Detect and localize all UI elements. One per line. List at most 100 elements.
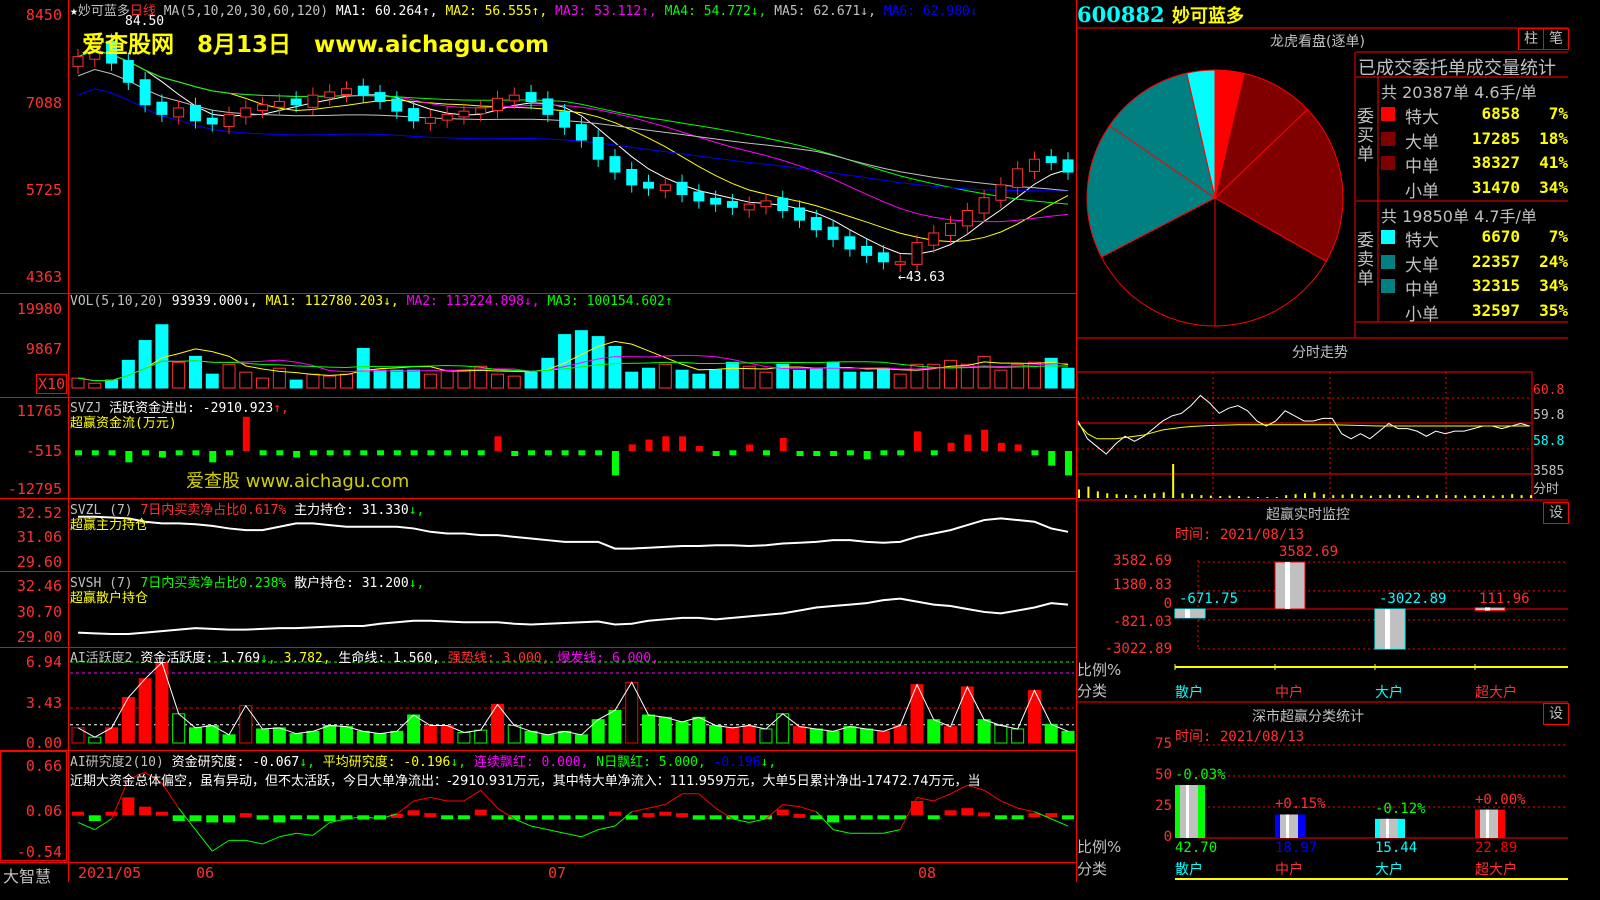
ma4-value: MA4: 54.772↓, [664,4,767,19]
ai-research-bar [390,813,403,818]
ai-research-bar [575,815,588,820]
ai-research-line-seg [463,789,481,802]
intraday-volume-bar [1369,495,1372,498]
row-value: 6858 [1481,104,1520,123]
down-arrow-icon: ↓, [450,755,467,770]
sz-stats-settings-button[interactable]: 设 [1543,703,1569,725]
svzj-bar [343,450,351,456]
svzj-bar [611,451,619,476]
row-pct: 7% [1548,227,1568,246]
row-value: 22357 [1471,251,1520,271]
volume-bar [1061,367,1075,389]
ai-active-bar [356,730,370,744]
row-value: 38327 [1471,153,1520,172]
candle-body [592,136,604,160]
ai-research-bar [424,813,437,818]
candle-body [1012,168,1024,188]
down-arrow-icon: ↓, [760,755,777,770]
ai-research-bar [810,815,823,820]
ai-research-line-seg [799,806,817,813]
sz-bar-highlight [1186,785,1189,838]
candle-body [491,97,503,112]
intraday-volume-bar [1511,494,1514,498]
sz-axis-tick: 0 [1163,829,1172,845]
ai-active-bar [256,728,270,744]
price-axis-tick: 5725 [25,181,62,199]
ai-research-bar [793,813,806,818]
ai-research-bar [978,812,991,817]
pane-divider [0,397,1076,398]
sz-category: 散户 [1175,862,1203,878]
volume-ma-line [77,354,1069,382]
ai-research-line-seg [983,789,1002,802]
volume-bar [474,365,488,389]
monitor-settings-button[interactable]: 设 [1543,502,1569,524]
volume-bar [809,367,823,389]
monitor-category: 大户 [1375,685,1403,701]
favorite-star-icon[interactable]: ★ [70,4,78,19]
intraday-axis-tick: 3585 [1533,464,1565,479]
intraday-volume-bar [1530,495,1532,498]
volume-bar [826,361,840,389]
volume-bar [105,379,119,389]
candle-body [290,98,302,106]
ai-active-value2: 3.782, [283,651,331,666]
ai-active-bar [138,678,152,744]
svzj-bar [595,450,603,456]
ai-research-bar [105,811,118,816]
pie-slice [1186,69,1216,199]
sz-bar-change: +0.15% [1275,796,1326,813]
ma5-value: MA5: 62.671↓, [774,4,876,19]
volume-bar [843,371,857,389]
row-label: 特大 [1405,108,1439,128]
svzj-bar [91,450,99,456]
volume-bar [356,347,370,389]
intraday-volume-bar [1417,495,1419,498]
ai-research-extra-value: -0.196 [713,755,761,770]
bar-mode-button[interactable]: 柱 [1518,28,1544,50]
candle-body [475,107,487,115]
volume-bar [272,367,286,389]
ai-active-bar [507,724,521,744]
ai-research-bar [508,815,521,820]
main-chart-canvas[interactable] [0,0,1076,882]
volume-bar [373,369,387,389]
row-label: 小单 [1405,181,1439,202]
volume-bar [608,345,622,389]
intraday-axis-tick: 58.8 [1533,434,1565,449]
ma-line-1 [77,49,1069,255]
volume-bar [289,379,303,389]
sz-bar-change: -0.12% [1375,800,1426,817]
volume-bar [121,359,135,389]
intraday-volume-bar [1096,491,1099,498]
pane-divider [0,498,1076,499]
down-arrow-icon: ↓, [260,651,276,666]
ai-research-bar [72,811,84,816]
ai-research-bar [306,815,319,820]
ai-research-bar [726,815,739,820]
svzj-bar [796,451,804,456]
intraday-volume-bar [1520,495,1523,498]
date-tick: 06 [196,864,215,882]
sz-axis-tick: 25 [1155,798,1172,814]
ai-research-line-seg [614,811,633,827]
period-label[interactable]: 日线 [129,4,156,19]
ai-active-axis-tick: 6.94 [25,653,62,671]
legend-swatch [1381,156,1395,170]
ai-research-line-seg [245,839,263,845]
pen-mode-button[interactable]: 笔 [1543,28,1569,50]
ai-research-axis-box [0,751,67,861]
legend-swatch [1381,180,1395,195]
svsh-axis-tick: 29.00 [16,628,62,646]
svsh-subtitle: 超赢散户持仓 [70,591,149,606]
ai-active-bar [373,733,387,744]
svzj-bar [242,416,250,451]
svzj-bar [360,450,368,456]
candle-body [575,124,587,141]
sz-bar [1275,814,1305,838]
ai-research-bar [860,815,873,820]
candle-body [206,117,218,125]
stock-title: 600882 妙可蓝多 [1077,2,1244,28]
monitor-bar-highlight [1385,609,1390,649]
ai-active-bar [289,733,303,744]
